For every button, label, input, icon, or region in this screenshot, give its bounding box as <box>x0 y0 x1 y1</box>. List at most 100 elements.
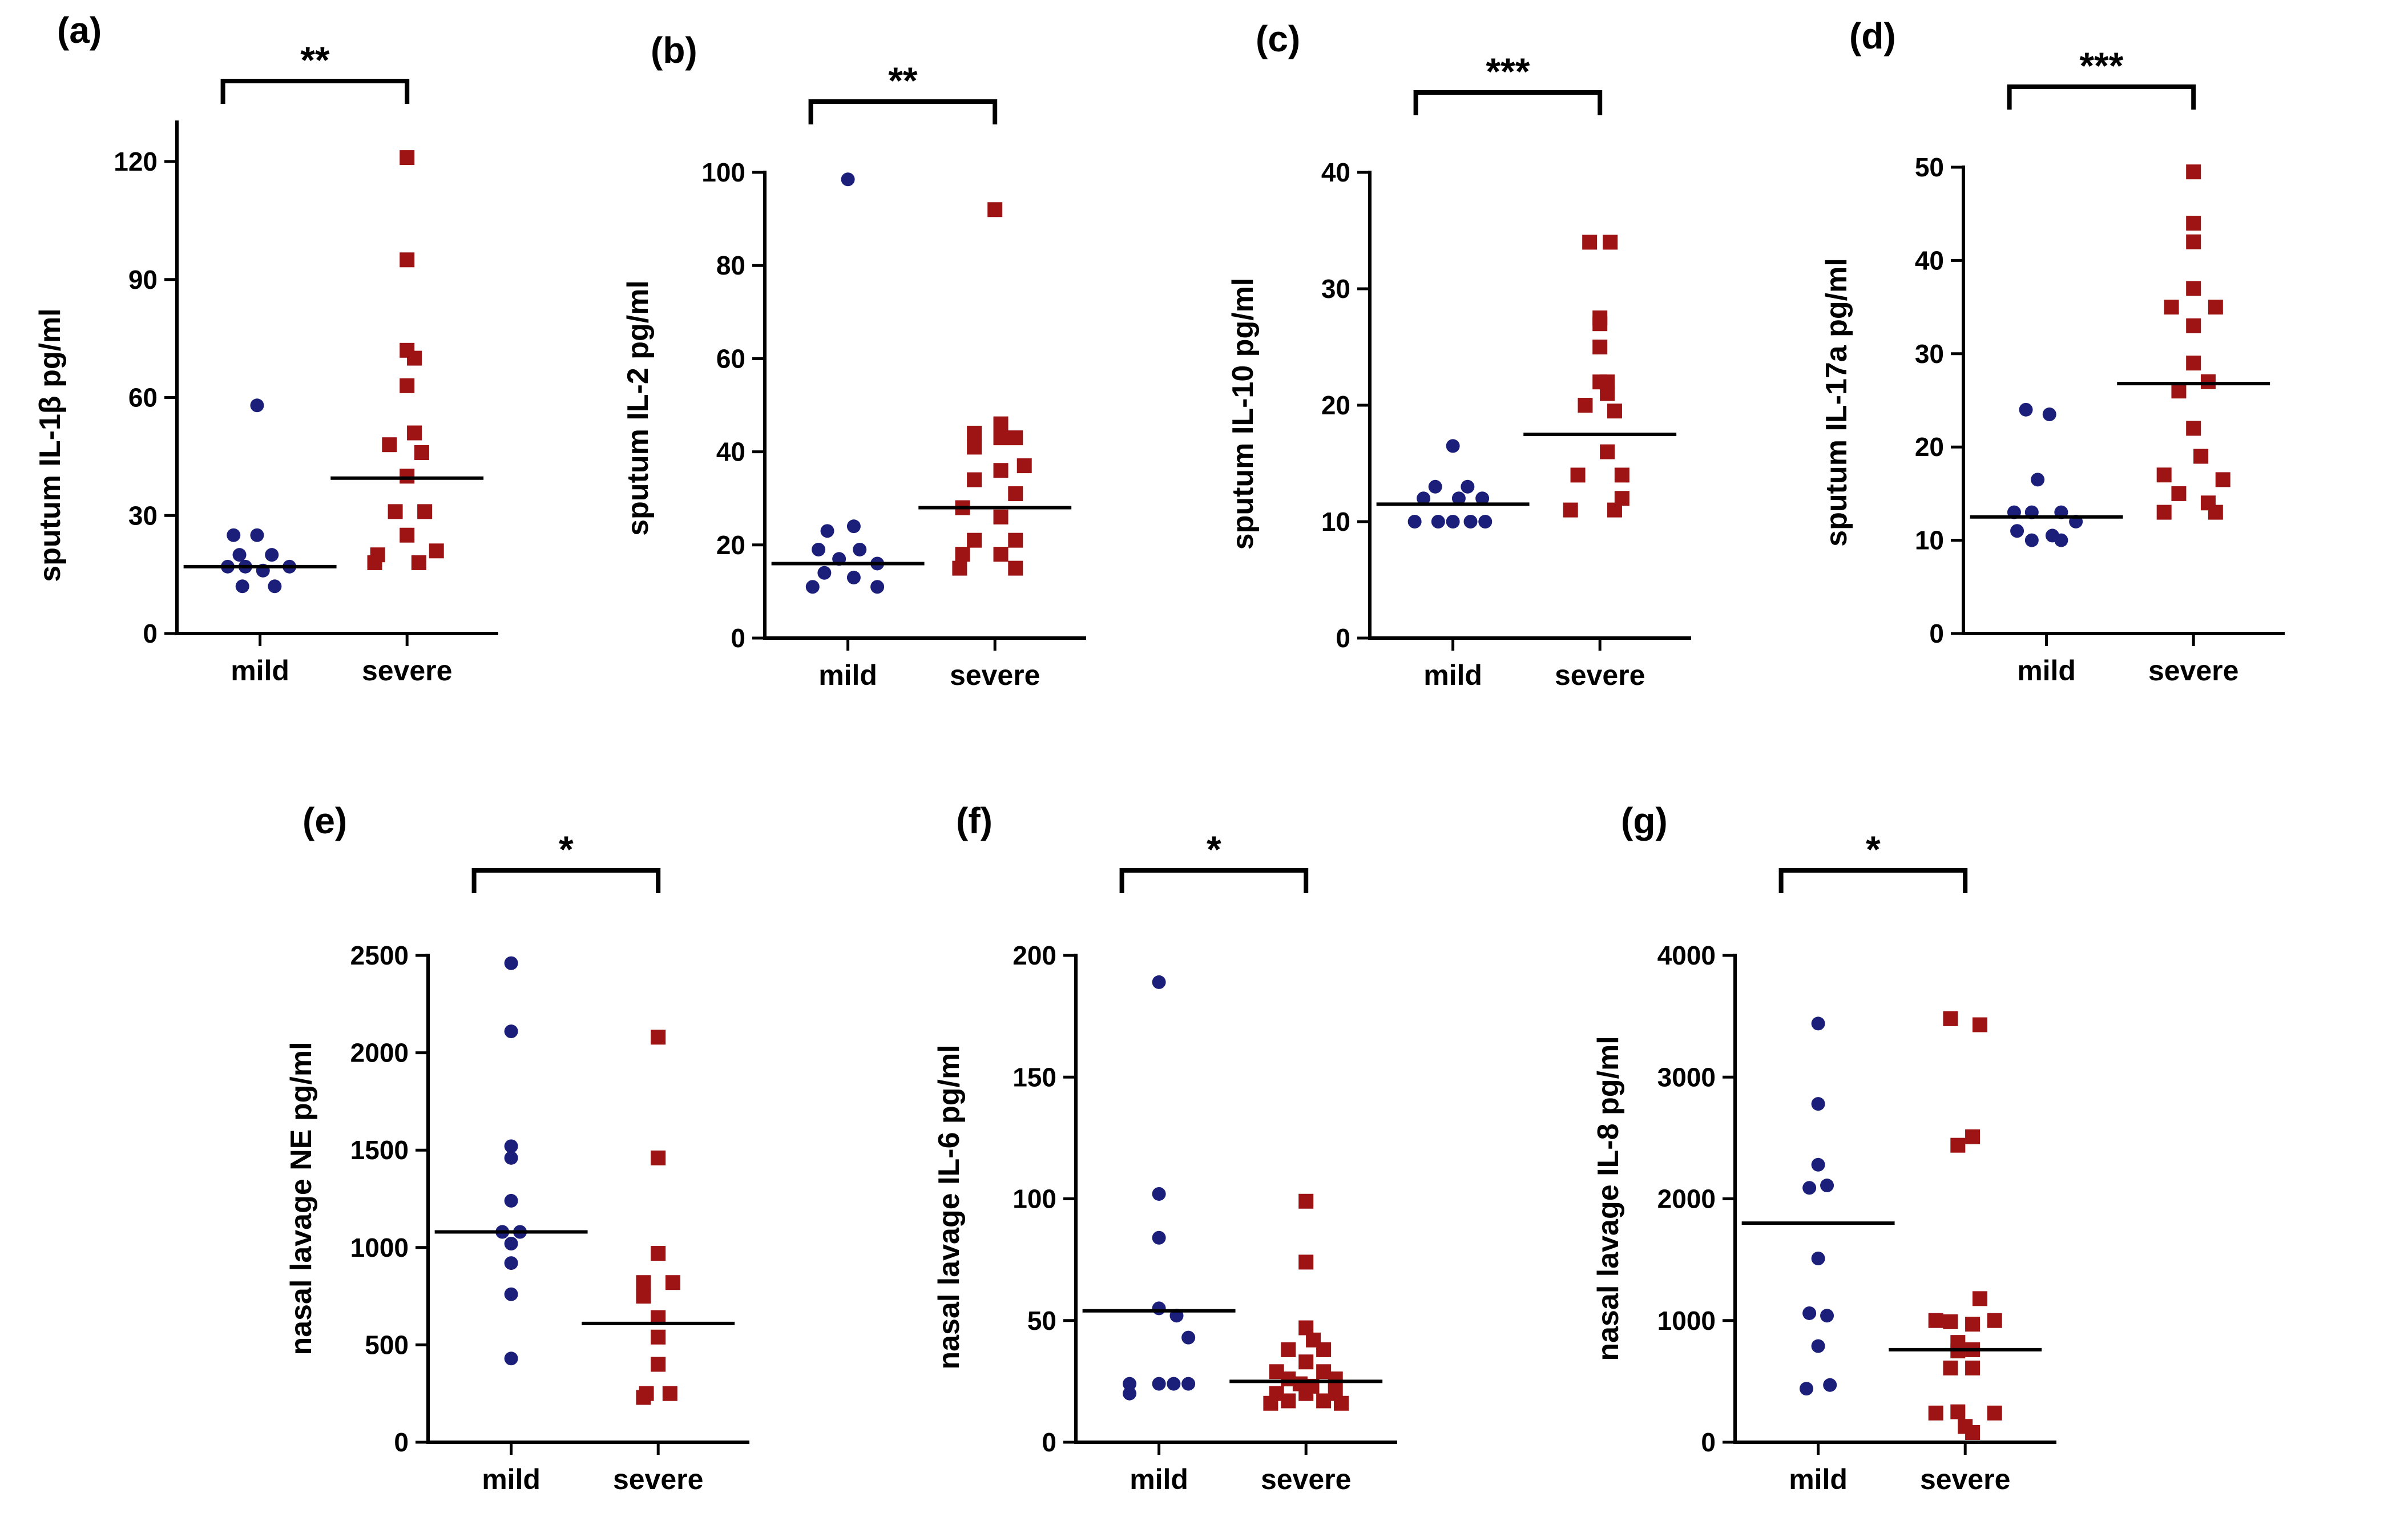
severe-data-point <box>1928 1405 1943 1421</box>
severe-data-point <box>400 252 415 268</box>
severe-data-point <box>1008 486 1023 502</box>
x-category-label: mild <box>482 1463 541 1495</box>
severe-data-point <box>1008 560 1023 576</box>
severe-data-point <box>993 416 1009 431</box>
severe-data-point <box>967 439 982 455</box>
severe-data-point <box>1563 502 1578 518</box>
y-tick-label: 500 <box>365 1330 409 1359</box>
severe-data-point <box>411 555 426 570</box>
significance-stars: *** <box>2079 45 2123 87</box>
mild-data-point <box>504 956 518 970</box>
severe-data-point <box>1281 1393 1296 1409</box>
x-category-label: mild <box>1789 1463 1848 1495</box>
chart-panel: (a) 0 30 60 90 120 mild severe sputum IL-1β pg/m… <box>34 10 498 687</box>
mild-data-point <box>1820 1309 1834 1323</box>
severe-data-point <box>2186 421 2201 436</box>
y-tick-label: 1000 <box>350 1233 409 1262</box>
y-tick-label: 40 <box>1915 245 1944 275</box>
significance-bracket <box>808 99 998 124</box>
y-tick-label: 90 <box>128 265 158 294</box>
severe-data-point <box>1607 404 1622 419</box>
y-tick-label: 50 <box>1915 152 1944 182</box>
mild-data-point <box>1152 975 1166 989</box>
x-category-label: mild <box>231 655 289 687</box>
severe-data-point <box>651 1150 666 1165</box>
y-tick-label: 1500 <box>350 1135 409 1165</box>
significance-stars: * <box>1866 828 1881 870</box>
y-tick-label: 1000 <box>1657 1306 1716 1336</box>
severe-data-point <box>636 1275 651 1290</box>
y-tick-label: 40 <box>1321 158 1350 187</box>
severe-data-point <box>1263 1395 1278 1411</box>
severe-data-point <box>993 509 1009 524</box>
severe-data-point <box>1987 1405 2002 1421</box>
severe-data-point <box>2186 281 2201 296</box>
severe-data-point <box>1017 458 1032 474</box>
mild-data-point <box>1811 1339 1825 1353</box>
y-tick-label: 120 <box>114 147 158 176</box>
mild-data-point <box>1152 1301 1166 1316</box>
y-tick-label: 4000 <box>1657 941 1716 970</box>
mild-data-point <box>1820 1179 1834 1193</box>
severe-data-point <box>1316 1393 1332 1409</box>
x-category-label: severe <box>1920 1463 2011 1495</box>
mild-data-point <box>1446 515 1460 528</box>
mild-data-point <box>250 398 264 413</box>
chart-panel: (c) 0 10 20 30 40 mild severe sputum IL-10 pg/ml… <box>1227 18 1691 691</box>
y-tick-label: 100 <box>1013 1184 1056 1214</box>
severe-data-point <box>400 150 415 166</box>
severe-data-point <box>665 1275 680 1290</box>
severe-data-point <box>2186 234 2201 249</box>
x-category-label: mild <box>818 659 877 691</box>
severe-data-point <box>2186 356 2201 371</box>
severe-data-point <box>407 425 422 441</box>
severe-data-point <box>955 547 970 562</box>
y-tick-label: 150 <box>1013 1062 1056 1092</box>
severe-data-point <box>1943 1011 1958 1026</box>
severe-data-point <box>1592 316 1608 332</box>
severe-data-point <box>1328 1371 1343 1387</box>
severe-data-point <box>2215 472 2230 487</box>
y-axis-title: sputum IL-17a pg/ml <box>1820 258 1853 547</box>
y-axis-title: sputum IL-2 pg/ml <box>622 280 655 536</box>
mild-data-point <box>1152 1187 1166 1201</box>
mild-data-point <box>2024 533 2039 547</box>
mild-data-point <box>1799 1382 1813 1396</box>
significance-bracket <box>2007 84 2196 110</box>
y-tick-label: 0 <box>1336 623 1350 653</box>
y-axis-title: sputum IL-1β pg/ml <box>34 308 67 582</box>
severe-data-point <box>1965 1360 1981 1375</box>
y-tick-label: 30 <box>128 501 158 530</box>
mild-data-point <box>846 570 861 584</box>
severe-data-point <box>1008 430 1023 446</box>
y-tick-label: 100 <box>701 158 745 187</box>
mild-data-point <box>504 1139 518 1153</box>
y-tick-label: 0 <box>394 1427 409 1457</box>
x-category-label: severe <box>1261 1463 1352 1495</box>
y-axis-title: sputum IL-10 pg/ml <box>1227 278 1260 550</box>
severe-data-point <box>1298 1354 1314 1370</box>
severe-data-point <box>1600 386 1615 401</box>
y-tick-label: 60 <box>128 383 158 413</box>
y-tick-label: 20 <box>1321 390 1350 420</box>
mild-data-point <box>504 1351 518 1366</box>
severe-data-point <box>1298 1254 1314 1270</box>
significance-bracket <box>1413 90 1603 115</box>
mild-data-point <box>805 580 820 594</box>
mild-data-point <box>1428 479 1442 494</box>
significance-stars: ** <box>300 39 330 81</box>
severe-data-point <box>1943 1360 1958 1375</box>
severe-data-point <box>651 1030 666 1045</box>
severe-data-point <box>2193 449 2209 464</box>
severe-data-point <box>417 504 433 519</box>
severe-data-point <box>1972 1017 1987 1032</box>
severe-data-point <box>651 1329 666 1345</box>
y-tick-label: 20 <box>716 530 745 560</box>
mild-data-point <box>1407 515 1422 528</box>
severe-data-point <box>1600 444 1615 459</box>
severe-data-point <box>1582 235 1598 250</box>
significance-bracket <box>471 868 661 893</box>
severe-data-point <box>2156 505 2172 520</box>
y-axis-title: nasal lavage IL-8 pg/ml <box>1592 1036 1625 1361</box>
